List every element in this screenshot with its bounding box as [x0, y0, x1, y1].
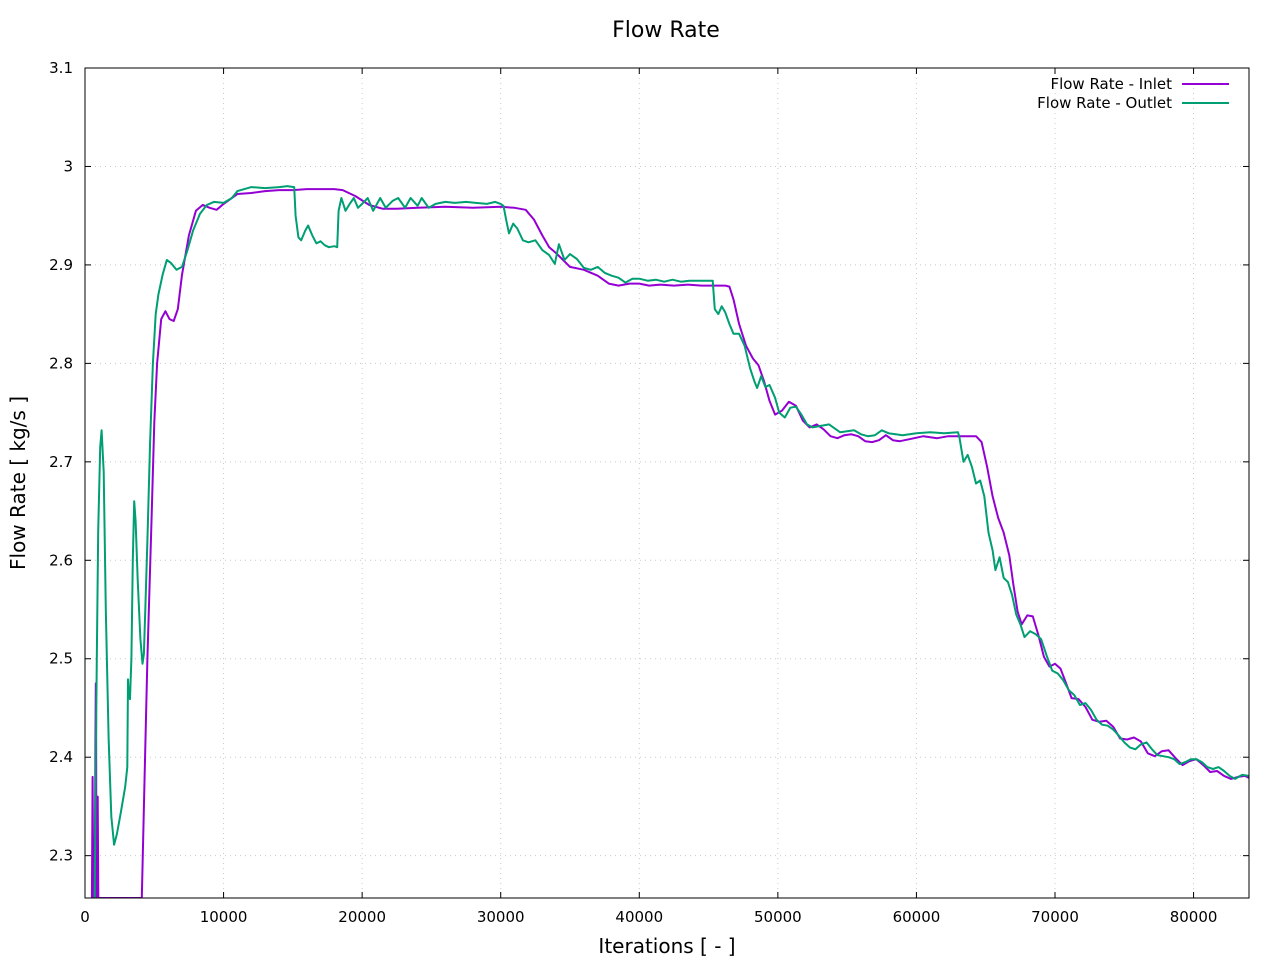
x-tick-label: 30000 — [477, 908, 525, 926]
grid-lines — [85, 68, 1249, 898]
x-tick-label: 20000 — [338, 908, 386, 926]
x-tick-label: 60000 — [893, 908, 941, 926]
plot-border — [84, 67, 1250, 899]
legend-label: Flow Rate - Inlet — [1050, 75, 1172, 93]
y-tick-label: 2.7 — [49, 453, 73, 471]
y-tick-label: 2.9 — [49, 256, 73, 274]
x-tick-label: 70000 — [1031, 908, 1079, 926]
y-tick-label: 2.6 — [49, 551, 73, 569]
y-tick-label: 3.1 — [49, 59, 73, 77]
axis-tick-labels: 0 10000 20000 30000 40000 50000 60000 70000 8000… — [49, 59, 1217, 926]
x-tick-label: 50000 — [754, 908, 802, 926]
x-tick-label: 10000 — [200, 908, 248, 926]
y-tick-label: 2.5 — [49, 650, 73, 668]
series-line-inlet — [90, 188, 1249, 898]
y-tick-label: 2.3 — [49, 847, 73, 865]
x-axis-title: Iterations [ - ] — [598, 934, 735, 958]
legend-label: Flow Rate - Outlet — [1037, 94, 1172, 112]
y-tick-label: 2.4 — [49, 748, 73, 766]
y-tick-label: 2.8 — [49, 354, 73, 372]
axis-ticks — [84, 67, 1249, 898]
y-axis-title: Flow Rate [ kg/s ] — [6, 396, 30, 570]
x-tick-label: 0 — [80, 908, 90, 926]
x-tick-label: 40000 — [615, 908, 663, 926]
series-line-outlet — [93, 185, 1249, 898]
chart-title: Flow Rate — [612, 18, 720, 43]
x-tick-label: 80000 — [1170, 908, 1218, 926]
series-layer — [90, 185, 1249, 898]
y-tick-label: 3 — [63, 157, 73, 175]
